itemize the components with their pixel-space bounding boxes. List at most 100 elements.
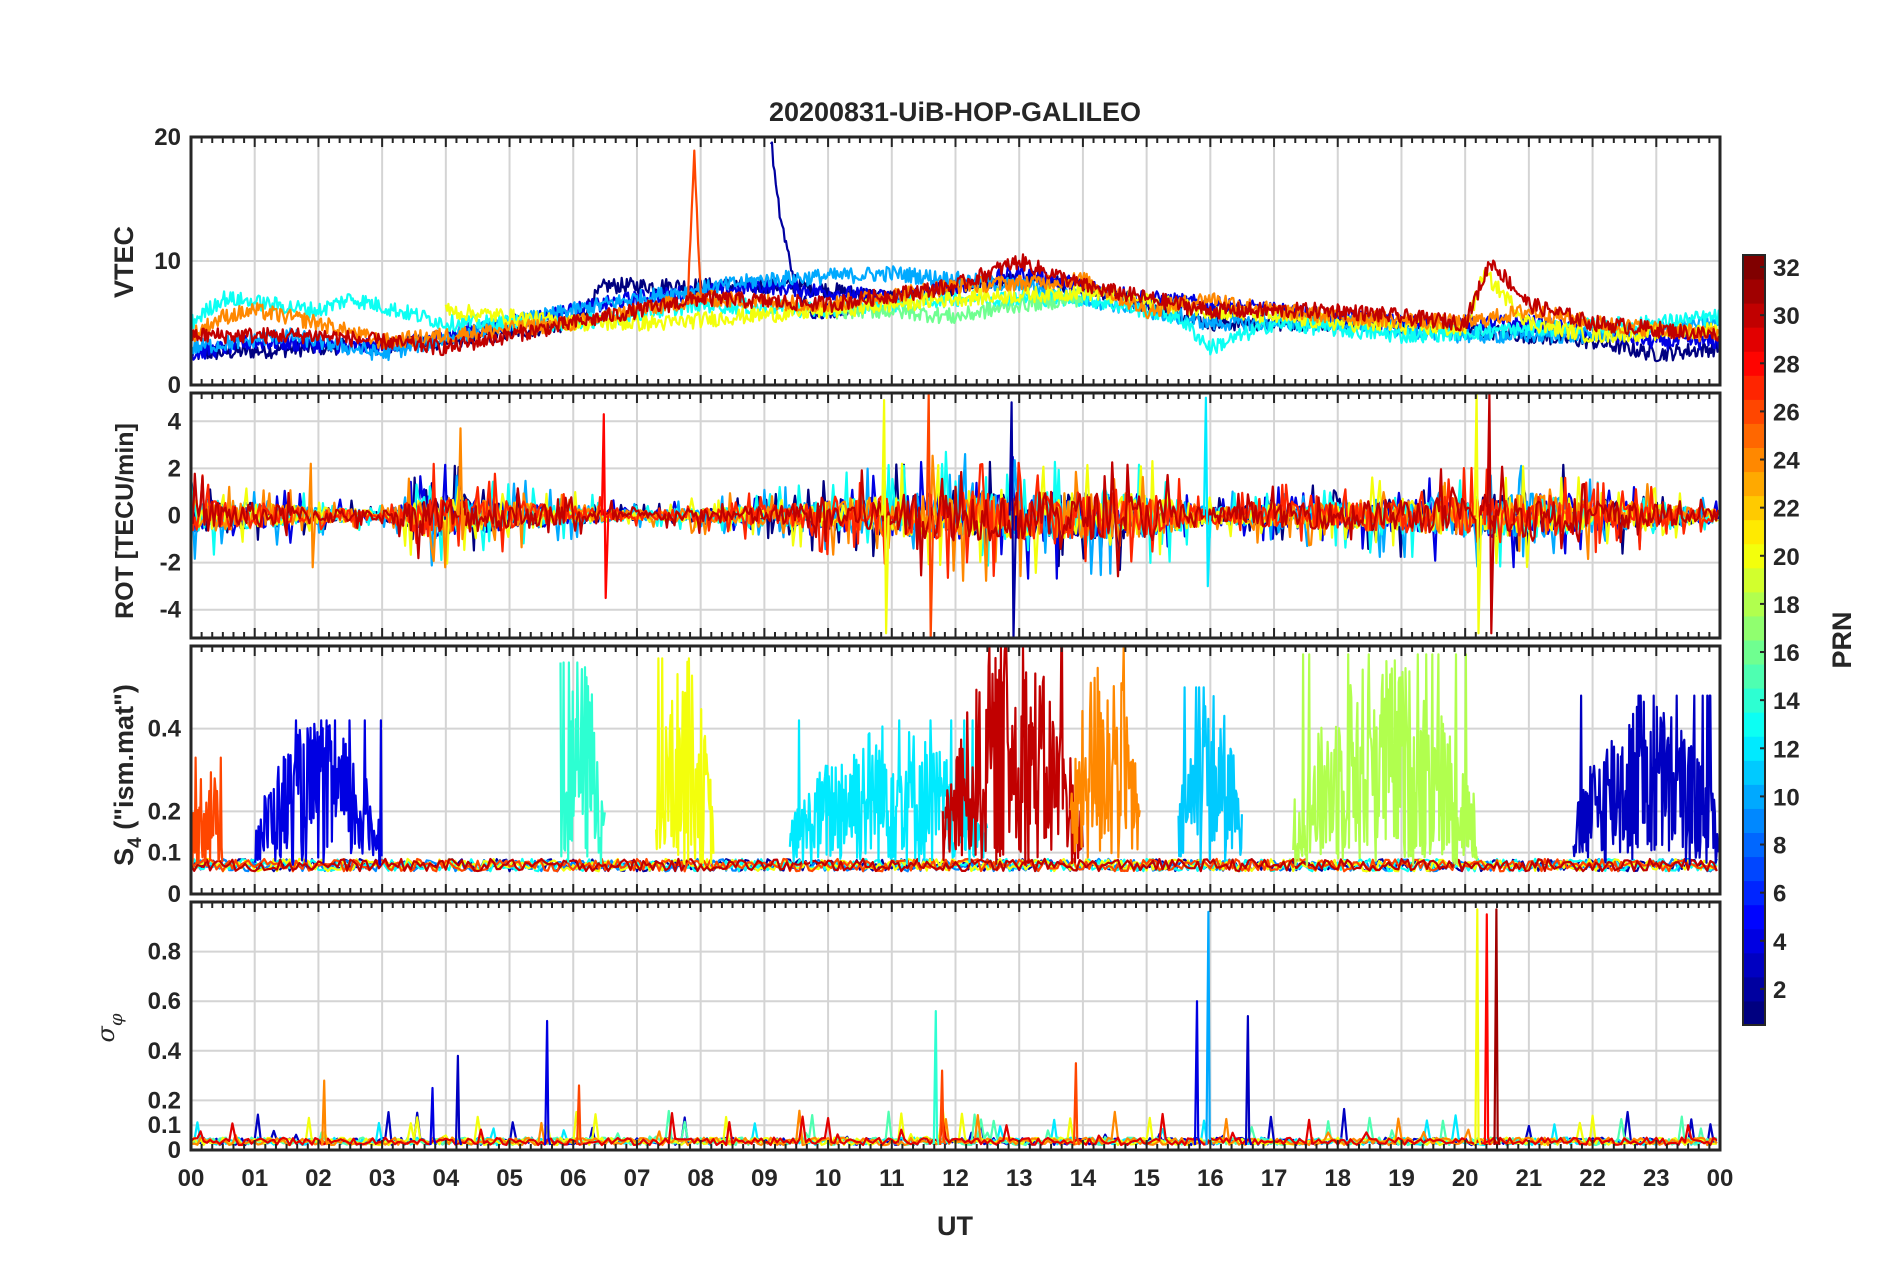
rot-spike-6	[1486, 391, 1495, 635]
colorbar-tick-label: 24	[1773, 448, 1800, 475]
sigma-phi-panel: 00.10.2 0.4 0.6 0.8	[148, 900, 1722, 1164]
sigma-spike-13	[1493, 908, 1501, 1146]
s4-burst-4	[788, 719, 989, 865]
rot-series-prn-30	[189, 461, 1720, 578]
x-tick-label: 07	[624, 1165, 651, 1192]
x-tick-label: 03	[369, 1165, 396, 1192]
rot-spike-2	[925, 391, 935, 640]
colorbar-segment	[1743, 303, 1765, 328]
sigma-spike-2	[454, 1054, 463, 1146]
rot-spike-3	[1008, 401, 1018, 640]
x-axis-tick-labels: 00 01 02 03 04 05 06 07 08 09 10 11 12 13 14 15 16 17 18 19…	[178, 1165, 1734, 1192]
y-tick-label: 0	[168, 1137, 181, 1164]
colorbar-tick-label: 30	[1773, 303, 1800, 330]
y-tick-label: 0.2	[148, 798, 181, 825]
colorbar-segment	[1743, 423, 1765, 448]
s4-baseline-prn-20	[189, 857, 1718, 873]
y-tick-label: 0.4	[148, 716, 182, 743]
s4-burst-8	[1292, 653, 1479, 867]
svg-text:σφ: σφ	[92, 1013, 127, 1042]
colorbar-tick-label: 16	[1773, 640, 1800, 667]
colorbar-label: PRN	[1827, 611, 1857, 668]
y-tick-label: 0.1	[148, 1112, 181, 1139]
colorbar-tick-label: 20	[1773, 544, 1800, 571]
x-tick-label: 15	[1133, 1165, 1160, 1192]
colorbar-tick-label: 26	[1773, 399, 1800, 426]
colorbar-segment	[1743, 688, 1765, 713]
colorbar-tick-label: 22	[1773, 496, 1800, 523]
x-tick-label: 23	[1643, 1165, 1670, 1192]
x-tick-label: 20	[1452, 1165, 1479, 1192]
vtec-series-prn-30	[189, 253, 1722, 357]
s4-panel: 0 0.1 0.2 0.4	[148, 644, 1722, 908]
x-tick-label: 05	[496, 1165, 523, 1192]
grid	[191, 137, 1720, 385]
colorbar-segment	[1743, 447, 1765, 473]
y-tick-label: 0.4	[148, 1038, 182, 1065]
x-tick-label: 04	[432, 1165, 459, 1192]
colorbar-segment	[1743, 279, 1765, 304]
x-tick-label: 00	[1707, 1165, 1734, 1192]
figure-title: 20200831-UiB-HOP-GALILEO	[769, 97, 1141, 127]
s4-burst-7	[1177, 686, 1243, 864]
sigma-spike-12	[1483, 913, 1492, 1146]
colorbar-frame	[1742, 254, 1766, 1026]
x-tick-label: 08	[687, 1165, 714, 1192]
sigma-spike-11	[1474, 908, 1482, 1146]
sigma-spike-3	[544, 1019, 552, 1146]
x-tick-label: 14	[1070, 1165, 1097, 1192]
colorbar-segment	[1743, 495, 1765, 521]
colorbar-segment	[1743, 327, 1765, 352]
x-tick-label: 02	[305, 1165, 332, 1192]
x-tick-label: 06	[560, 1165, 587, 1192]
colorbar-segment	[1743, 1000, 1765, 1026]
y-tick-label: 20	[154, 124, 181, 151]
s4-burst-2	[559, 661, 606, 865]
x-tick-label: 11	[879, 1165, 904, 1192]
colorbar-segment	[1743, 808, 1765, 833]
x-tick-label: 09	[751, 1165, 778, 1192]
x-tick-label: 22	[1579, 1165, 1606, 1192]
colorbar-segment	[1743, 832, 1765, 858]
vtec-series-prn-20	[444, 267, 1722, 343]
y-tick-label: 0.1	[148, 840, 181, 867]
sigma-spike-5	[932, 1010, 940, 1146]
colorbar-segment	[1743, 375, 1765, 400]
s4-burst-9	[1572, 694, 1721, 866]
s4-burst-1	[253, 719, 383, 866]
y-tick-label: 0	[168, 881, 181, 908]
colorbar-segment	[1743, 928, 1765, 954]
sigma-spike-10	[1244, 1015, 1253, 1146]
colorbar-tick-label: 6	[1773, 881, 1786, 908]
sigma-baseline-prn-29	[190, 1112, 1718, 1147]
rot-spike-4	[1202, 396, 1212, 588]
x-tick-label: 13	[1006, 1165, 1033, 1192]
y-tick-label: 0	[168, 503, 181, 530]
svg-text:S4 ("ism.mat"): S4 ("ism.mat")	[109, 684, 146, 866]
sigma-spike-4	[576, 1084, 584, 1146]
x-tick-label: 19	[1388, 1165, 1415, 1192]
y-tick-label: 0.8	[148, 939, 181, 966]
colorbar-tick-label: 28	[1773, 351, 1800, 378]
x-tick-label: 16	[1197, 1165, 1224, 1192]
colorbar-segment	[1743, 399, 1765, 424]
y-tick-label: 2	[168, 455, 181, 482]
y-tick-label: 0.2	[148, 1087, 181, 1114]
y-tick-label: 10	[154, 248, 181, 275]
colorbar-segment	[1743, 591, 1765, 617]
colorbar-tick-label: 8	[1773, 833, 1786, 860]
colorbar-segment	[1743, 615, 1765, 641]
y-tick-labels: 0 10 20	[154, 124, 181, 399]
x-tick-label: 17	[1261, 1165, 1288, 1192]
s4-axis-label: S4 ("ism.mat")	[109, 684, 146, 866]
colorbar-segment	[1743, 784, 1765, 809]
minor-ticks	[190, 137, 1721, 385]
s4-burst-5	[941, 644, 1084, 866]
colorbar-segment	[1743, 640, 1765, 665]
sigma-phi-axis-label: σφ	[92, 1013, 127, 1042]
rot-spike-1	[881, 399, 890, 635]
plot-lines	[189, 141, 1722, 363]
rot-axis-label: ROT [TECU/min]	[111, 423, 139, 619]
